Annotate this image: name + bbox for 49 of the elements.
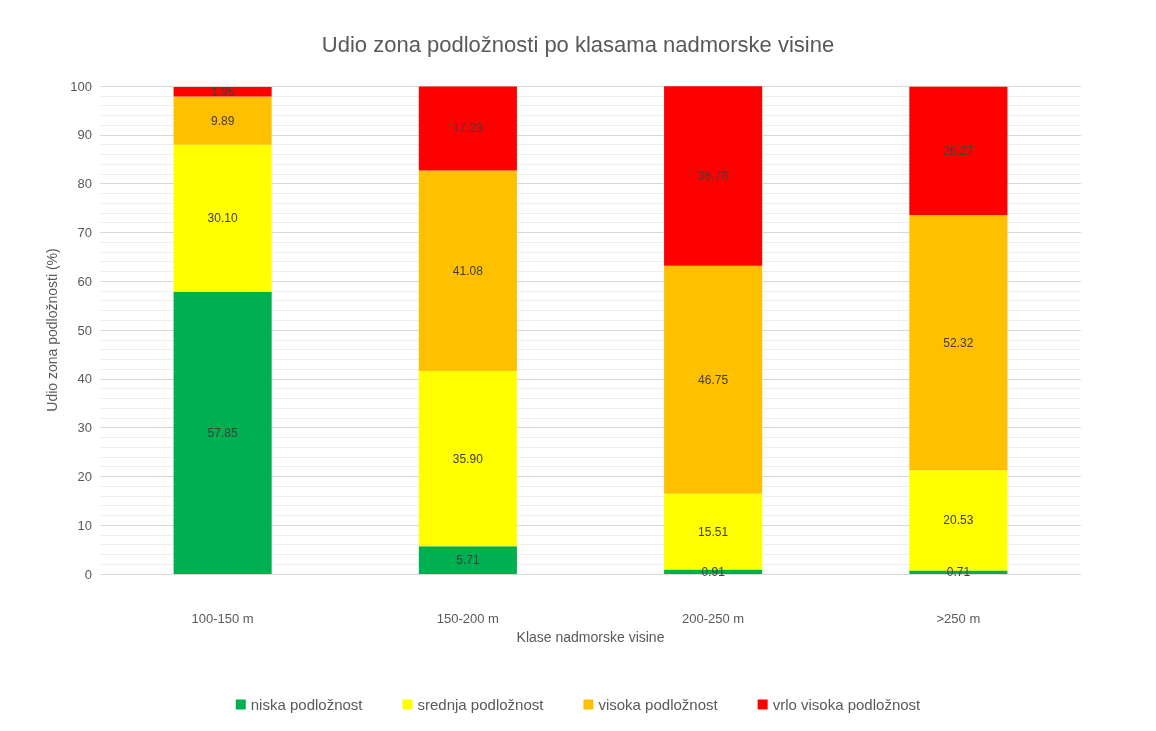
text: 36.78 <box>698 168 729 183</box>
bar <box>909 215 1008 471</box>
bar <box>664 265 763 494</box>
y-tick-label: 60 <box>77 273 92 289</box>
x-tick-label: 200-250 m <box>682 611 745 626</box>
y-axis-title: Udio zona podložnosti (%) <box>44 248 61 412</box>
y-tick-label: 80 <box>77 176 92 192</box>
text: 20.53 <box>943 513 974 528</box>
text: 57.85 <box>207 425 238 440</box>
y-tick-label: 0 <box>84 566 92 582</box>
text: 15.51 <box>698 524 729 539</box>
bar <box>418 370 517 547</box>
text: 0.71 <box>946 565 971 580</box>
bar <box>418 170 517 371</box>
text: 1.95 <box>210 84 235 99</box>
text: 30.10 <box>207 211 238 226</box>
x-tick-label: 150-200 m <box>436 611 499 626</box>
bar <box>909 86 1008 216</box>
text: 52.32 <box>943 335 974 350</box>
bar <box>173 87 272 97</box>
bar <box>173 96 272 145</box>
bar <box>173 291 272 574</box>
text: 17.23 <box>452 121 483 136</box>
x-axis-title: Klase nadmorske visine <box>516 628 665 645</box>
y-tick-label: 100 <box>70 78 92 94</box>
x-tick-label: >250 m <box>936 611 981 626</box>
text: 35.90 <box>452 451 483 466</box>
y-tick-label: 70 <box>77 224 92 240</box>
chart-title: Udio zona podložnosti po klasama nadmorske visine <box>321 31 835 57</box>
y-tick-label: 30 <box>77 420 92 436</box>
legend-label: vrlo visoka podložnost <box>772 696 922 713</box>
bar <box>418 86 517 171</box>
text: 26.27 <box>943 143 974 158</box>
y-tick-label: 50 <box>77 322 92 338</box>
x-tick-label: 100-150 m <box>191 611 254 626</box>
text: 5.71 <box>456 553 480 568</box>
bar <box>173 144 272 292</box>
text: 41.08 <box>452 263 483 278</box>
text: 46.75 <box>698 372 729 387</box>
y-tick-label: 40 <box>77 371 92 387</box>
bar <box>664 86 763 266</box>
legend-label: srednja podložnost <box>417 696 545 713</box>
y-tick-label: 20 <box>77 468 92 484</box>
legend-label: niska podložnost <box>250 696 364 713</box>
text: 9.89 <box>210 113 235 128</box>
legend-label: visoka podložnost <box>598 696 719 713</box>
y-tick-label: 90 <box>77 127 92 143</box>
y-tick-label: 10 <box>77 517 92 533</box>
bar <box>418 546 517 574</box>
